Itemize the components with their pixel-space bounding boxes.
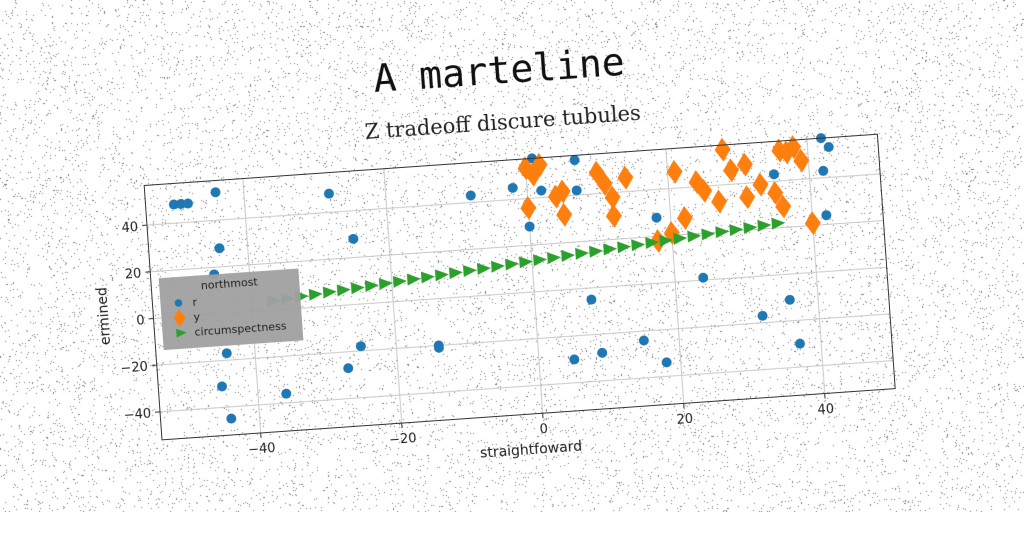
x-tick-label: −40: [248, 441, 276, 458]
data-point: [226, 413, 237, 424]
y-tick-label: 40: [121, 220, 139, 236]
data-point: [698, 272, 709, 283]
data-point: [597, 347, 608, 358]
data-point: [676, 206, 694, 231]
data-point: [435, 268, 449, 281]
data-point: [323, 286, 337, 299]
data-point: [752, 172, 770, 197]
data-point: [661, 357, 672, 368]
data-point: [491, 260, 505, 273]
data-point: [569, 354, 580, 365]
data-point: [729, 223, 743, 236]
data-point: [804, 211, 822, 236]
data-point: [586, 294, 597, 305]
data-point: [769, 169, 780, 180]
data-point: [575, 247, 589, 260]
data-point: [617, 240, 631, 253]
data-point: [561, 249, 575, 262]
data-point: [651, 212, 662, 223]
data-point: [351, 281, 365, 294]
data-point: [356, 341, 367, 352]
data-point: [210, 187, 221, 198]
data-point: [603, 243, 617, 256]
data-point: [795, 338, 806, 349]
data-point: [738, 185, 756, 210]
data-point: [757, 219, 771, 232]
data-point: [536, 185, 547, 196]
y-tick-label: −20: [120, 360, 148, 377]
data-point: [519, 255, 533, 268]
y-tick-label: 20: [124, 266, 142, 282]
data-point: [421, 271, 435, 284]
data-point: [281, 388, 292, 399]
data-point: [524, 221, 535, 232]
series-circumspectness: [264, 217, 789, 307]
data-point: [823, 142, 834, 153]
y-gridline: [160, 361, 893, 412]
y-tick-label: −40: [123, 407, 151, 424]
data-point: [337, 283, 351, 296]
data-point: [393, 275, 407, 288]
data-point: [507, 183, 518, 194]
data-point: [784, 294, 795, 305]
data-point: [533, 253, 547, 266]
data-point: [324, 188, 335, 199]
data-point: [736, 152, 754, 177]
data-point: [217, 381, 228, 392]
x-gridline: [807, 139, 825, 393]
data-point: [547, 251, 561, 264]
data-point: [722, 158, 740, 183]
data-point: [365, 279, 379, 292]
x-tick-label: 20: [676, 412, 694, 428]
data-point: [569, 155, 580, 166]
data-point: [701, 228, 715, 241]
data-point: [407, 273, 421, 286]
data-point: [348, 234, 359, 245]
y-gridline: [147, 174, 880, 225]
legend-entry: y: [193, 310, 201, 323]
data-point: [757, 310, 768, 321]
data-point: [221, 348, 232, 359]
data-point: [477, 262, 491, 275]
data-point: [571, 185, 582, 196]
data-point: [821, 210, 832, 221]
y-tick-label: 0: [136, 313, 145, 329]
x-gridline: [384, 169, 402, 423]
data-point: [673, 232, 687, 245]
data-point: [818, 165, 829, 176]
data-point: [589, 245, 603, 258]
data-point: [465, 190, 476, 201]
data-point: [631, 238, 645, 251]
data-point: [214, 243, 225, 254]
data-point: [505, 258, 519, 271]
x-axis-label: straightfoward: [480, 439, 583, 462]
data-point: [715, 225, 729, 238]
data-point: [343, 363, 354, 374]
data-point: [687, 230, 701, 243]
data-point: [449, 266, 463, 279]
data-point: [714, 137, 732, 162]
data-point: [743, 221, 757, 234]
data-point: [605, 203, 623, 228]
data-point: [379, 277, 393, 290]
data-point: [710, 189, 728, 214]
data-point: [309, 288, 323, 301]
data-point: [639, 335, 650, 346]
data-point: [617, 165, 635, 190]
x-tick-label: 0: [539, 422, 548, 438]
x-tick-label: 40: [817, 402, 835, 418]
y-axis-label: ermined: [94, 287, 114, 346]
data-point: [463, 264, 477, 277]
x-tick-label: −20: [389, 431, 417, 448]
